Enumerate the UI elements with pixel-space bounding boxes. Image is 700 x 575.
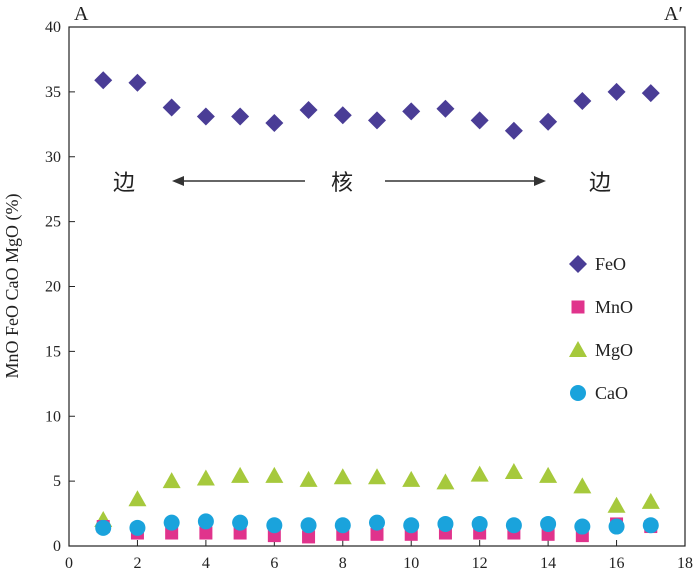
point-cao (471, 515, 488, 532)
point-mgo (162, 472, 181, 489)
x-tick-label: 8 (339, 555, 347, 572)
annotation-edge-left: 边 (113, 171, 135, 196)
point-cao (300, 517, 317, 534)
annotation-arrowhead-left (172, 176, 184, 186)
point-feo (94, 71, 113, 90)
x-tick-label: 16 (609, 555, 625, 572)
point-mgo (436, 473, 455, 490)
corner-label-right: A′ (664, 3, 683, 25)
legend-marker-cao (570, 385, 586, 401)
y-tick-label: 20 (45, 279, 61, 296)
y-axis-label: MnO FeO CaO MgO (%) (2, 194, 23, 379)
point-mgo (504, 463, 523, 480)
y-tick-label: 35 (45, 84, 61, 101)
legend-label-cao: CaO (595, 383, 628, 403)
y-tick-label: 40 (45, 19, 61, 36)
x-tick-label: 10 (403, 555, 419, 572)
legend-label-mno: MnO (595, 297, 633, 317)
x-tick-label: 18 (677, 555, 693, 572)
corner-label-left: A (74, 3, 89, 25)
annotation-edge-right: 边 (589, 171, 611, 196)
legend-label-mgo: MgO (595, 340, 633, 360)
legend-label-feo: FeO (595, 254, 626, 274)
point-feo (504, 121, 523, 140)
point-mgo (368, 468, 386, 485)
point-mgo (641, 492, 660, 509)
point-mgo (128, 490, 147, 507)
point-cao (266, 517, 283, 534)
point-mgo (539, 466, 558, 483)
point-mgo (265, 466, 284, 483)
y-tick-label: 15 (45, 343, 61, 360)
point-feo (196, 107, 215, 126)
point-cao (129, 519, 146, 536)
point-feo (162, 98, 181, 117)
x-tick-label: 6 (270, 555, 278, 572)
x-tick-label: 2 (133, 555, 141, 572)
point-cao (403, 517, 420, 534)
point-cao (608, 518, 625, 535)
point-cao (369, 514, 385, 531)
legend-marker-feo (569, 255, 587, 273)
point-mgo (196, 469, 215, 486)
axis-ticks: 0 2 4 6 8 10 12 14 16 18 0 5 10 15 20 25 30 35 40 (45, 19, 693, 572)
point-feo (402, 102, 421, 121)
x-tick-label: 12 (472, 555, 488, 572)
point-feo (436, 99, 455, 118)
data-marks (94, 71, 660, 544)
point-cao (437, 515, 454, 532)
point-feo (539, 112, 558, 131)
point-mgo (573, 477, 592, 494)
point-cao (642, 517, 659, 534)
point-cao (505, 517, 522, 534)
legend: FeO MnO MgO CaO (569, 254, 633, 403)
point-feo (128, 73, 147, 92)
point-feo (573, 91, 592, 110)
point-mno (370, 527, 384, 541)
point-feo (607, 82, 626, 101)
y-tick-label: 25 (45, 214, 61, 231)
y-tick-label: 30 (45, 149, 61, 166)
point-cao (540, 515, 557, 532)
point-feo (333, 106, 352, 125)
point-mgo (299, 470, 318, 487)
point-mno (199, 526, 213, 540)
x-tick-label: 14 (540, 555, 556, 572)
annotation-core: 核 (331, 171, 353, 196)
point-feo (368, 111, 386, 130)
annotation-arrowhead-right (534, 176, 546, 186)
point-cao (197, 513, 214, 530)
point-mgo (402, 470, 421, 487)
point-cao (334, 517, 351, 534)
point-cao (232, 514, 249, 531)
point-feo (265, 114, 284, 133)
point-feo (641, 84, 660, 103)
point-mgo (470, 465, 489, 482)
point-mno (302, 530, 316, 544)
point-mgo (231, 466, 250, 483)
legend-marker-mno (571, 300, 585, 314)
y-tick-label: 10 (45, 408, 61, 425)
y-tick-label: 0 (53, 538, 61, 555)
point-cao (163, 514, 180, 531)
point-feo (470, 111, 489, 130)
x-tick-label: 0 (65, 555, 73, 572)
point-mgo (333, 468, 352, 485)
point-feo (299, 101, 318, 120)
point-mgo (607, 496, 626, 513)
point-feo (231, 107, 250, 126)
point-cao (574, 518, 591, 535)
plot-frame (68, 26, 686, 547)
point-cao (95, 519, 112, 536)
y-tick-label: 5 (53, 473, 61, 490)
legend-marker-mgo (569, 341, 587, 357)
x-tick-label: 4 (202, 555, 210, 572)
